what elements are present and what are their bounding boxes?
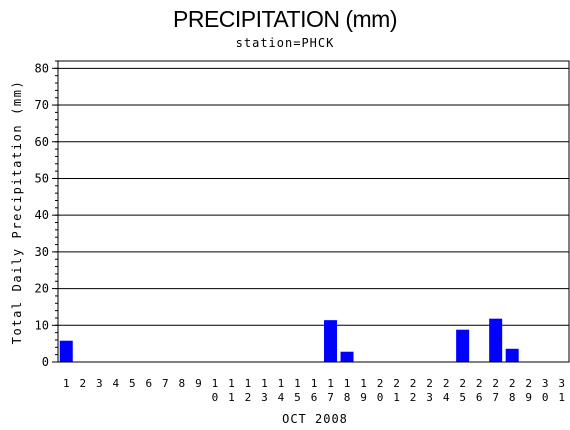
- plot-frame: [57, 60, 570, 363]
- x-tick-label: 2: [79, 377, 86, 390]
- y-tick-label: 20: [35, 282, 49, 296]
- y-tick-label: 80: [35, 61, 49, 75]
- bar-day-1: [59, 340, 73, 362]
- x-tick-label: 1: [63, 377, 70, 390]
- y-tick-label: 40: [35, 208, 49, 222]
- x-tick-label: 8: [179, 377, 186, 390]
- y-axis-label: Total Daily Precipitation (mm): [10, 80, 24, 345]
- bar-day-27: [489, 318, 503, 362]
- y-tick-label: 30: [35, 245, 49, 259]
- y-tick-label: 50: [35, 171, 49, 185]
- x-tick-label: 9: [195, 377, 202, 390]
- y-axis: 0 10 20 30 40 50 60 70 80: [35, 60, 58, 369]
- x-tick-label: 6: [146, 377, 153, 390]
- y-tick-label: 0: [42, 355, 49, 369]
- bar-day-17: [324, 320, 338, 362]
- chart-subtitle: station=PHCK: [235, 36, 335, 50]
- x-axis: 1 2 3 4 5 6 7 8 9 1 01 11 21 31 41 51 61 71 81 92 02 12 22 32 42…: [58, 361, 569, 404]
- chart-title: PRECIPITATION (mm): [173, 6, 397, 32]
- grid-lines: [58, 67, 569, 326]
- y-tick-label: 70: [35, 98, 49, 112]
- bar-day-25: [456, 329, 470, 362]
- y-tick-label: 60: [35, 135, 49, 149]
- x-tick-label: 7: [162, 377, 169, 390]
- x-tick-label: 4: [112, 377, 119, 390]
- y-tick-label: 10: [35, 318, 49, 332]
- x-axis-label: OCT 2008: [282, 412, 348, 426]
- bars-group: [59, 318, 519, 362]
- x-tick-label: 3: [96, 377, 103, 390]
- x-tick-label: 5: [129, 377, 136, 390]
- bar-day-28: [505, 348, 519, 362]
- bar-day-18: [340, 351, 354, 362]
